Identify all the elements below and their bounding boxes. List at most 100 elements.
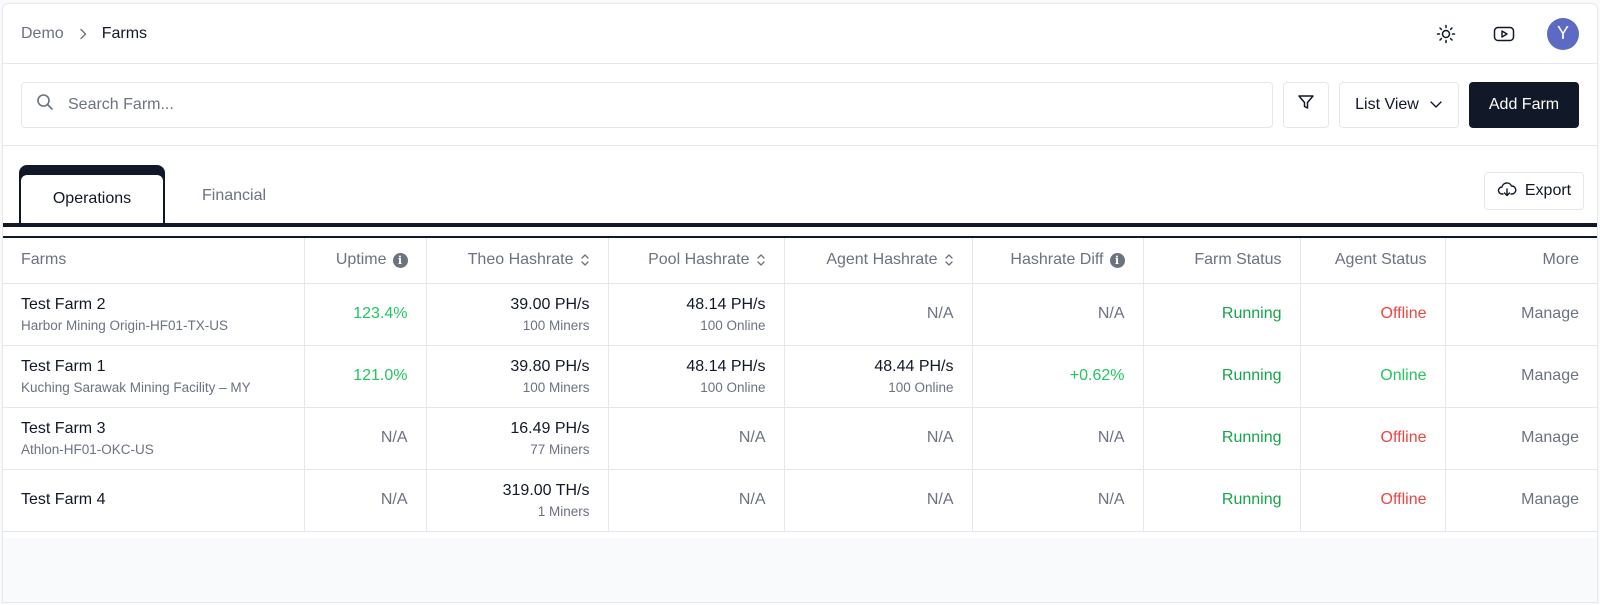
theo-value: 39.80 PH/s — [510, 357, 590, 375]
farm-status-cell: Running — [1143, 407, 1301, 470]
cloud-download-icon — [1497, 181, 1517, 202]
search-box — [21, 81, 1273, 128]
theo-miners: 77 Miners — [530, 441, 590, 457]
header-uptime: Uptime i — [304, 238, 427, 284]
tab-divider-thin — [3, 236, 1597, 238]
diff-cell: N/A — [972, 469, 1144, 532]
manage-link[interactable]: Manage — [1445, 469, 1597, 532]
agent-online: 100 Online — [888, 379, 954, 395]
search-input[interactable] — [68, 95, 1258, 114]
pool-online: 100 Online — [700, 317, 766, 333]
theo-value: 319.00 TH/s — [502, 481, 590, 499]
agent-cell: N/A — [784, 469, 973, 532]
uptime-cell: 123.4% — [304, 283, 427, 346]
manage-link[interactable]: Manage — [1445, 283, 1597, 346]
pool-value: 48.14 PH/s — [686, 357, 766, 375]
sun-icon[interactable] — [1431, 19, 1461, 49]
theo-cell: 39.00 PH/s 100 Miners — [426, 283, 609, 346]
tab-financial[interactable]: Financial — [201, 187, 267, 204]
theo-value: 39.00 PH/s — [510, 295, 590, 313]
farm-status-cell: Running — [1143, 469, 1301, 532]
avatar[interactable]: Y — [1547, 17, 1579, 50]
table-row[interactable]: Test Farm 4 N/A 319.00 TH/s 1 Miners N/A… — [3, 469, 1597, 532]
sort-icon — [756, 254, 765, 266]
view-mode-label: List View — [1355, 95, 1419, 113]
header-diff-label: Hashrate Diff — [1010, 251, 1104, 269]
theo-value: 16.49 PH/s — [510, 419, 590, 437]
chevron-right-icon — [78, 28, 88, 40]
pool-cell: 48.14 PH/s 100 Online — [608, 345, 785, 408]
farm-status-cell: Running — [1143, 345, 1301, 408]
manage-link[interactable]: Manage — [1445, 407, 1597, 470]
table-row[interactable]: Test Farm 2 Harbor Mining Origin-HF01-TX… — [3, 283, 1597, 346]
diff-cell: N/A — [972, 407, 1144, 470]
agent-status-cell: Offline — [1300, 469, 1446, 532]
uptime-cell: 121.0% — [304, 345, 427, 408]
header-agent-hashrate[interactable]: Agent Hashrate — [784, 238, 973, 284]
manage-link[interactable]: Manage — [1445, 345, 1597, 408]
breadcrumb-current: Farms — [101, 24, 148, 42]
diff-cell: N/A — [972, 283, 1144, 346]
add-farm-button[interactable]: Add Farm — [1469, 81, 1579, 128]
view-mode-select[interactable]: List View — [1339, 81, 1459, 128]
pool-cell: N/A — [608, 407, 785, 470]
breadcrumb-root[interactable]: Demo — [21, 24, 64, 42]
search-icon — [36, 93, 54, 116]
header-farms: Farms — [3, 238, 305, 284]
farm-name[interactable]: Test Farm 4 — [21, 491, 106, 508]
farm-status-cell: Running — [1143, 283, 1301, 346]
filter-button[interactable] — [1283, 81, 1329, 128]
table-row[interactable]: Test Farm 1 Kuching Sarawak Mining Facil… — [3, 345, 1597, 408]
header-pool-hashrate[interactable]: Pool Hashrate — [608, 238, 785, 284]
theo-miners: 1 Miners — [537, 503, 590, 519]
pool-cell: N/A — [608, 469, 785, 532]
sort-icon — [580, 254, 589, 266]
uptime-cell: N/A — [304, 407, 427, 470]
uptime-cell: N/A — [304, 469, 427, 532]
farm-name[interactable]: Test Farm 3 — [21, 419, 106, 437]
agent-status-cell: Offline — [1300, 407, 1446, 470]
theo-cell: 319.00 TH/s 1 Miners — [426, 469, 609, 532]
header-hashrate-diff: Hashrate Diff i — [972, 238, 1144, 284]
export-label: Export — [1524, 182, 1572, 199]
theo-miners: 100 Miners — [522, 317, 590, 333]
agent-cell: N/A — [784, 407, 973, 470]
farm-cell: Test Farm 1 Kuching Sarawak Mining Facil… — [3, 345, 305, 408]
breadcrumb: Demo Farms — [21, 25, 147, 43]
theo-cell: 16.49 PH/s 77 Miners — [426, 407, 609, 470]
header-agent-label: Agent Hashrate — [826, 251, 938, 269]
header-more: More — [1445, 238, 1597, 284]
info-icon[interactable]: i — [392, 252, 408, 268]
table-row[interactable]: Test Farm 3 Athlon-HF01-OKC-US N/A 16.49… — [3, 407, 1597, 470]
header-theo-hashrate[interactable]: Theo Hashrate — [426, 238, 609, 284]
sort-icon — [944, 254, 953, 266]
farm-cell: Test Farm 3 Athlon-HF01-OKC-US — [3, 407, 305, 470]
youtube-icon[interactable] — [1489, 19, 1519, 49]
header-theo-label: Theo Hashrate — [467, 251, 574, 269]
table-empty-area — [3, 538, 1597, 602]
tab-operations[interactable]: Operations — [19, 165, 165, 223]
agent-cell: N/A — [784, 283, 973, 346]
export-button[interactable]: Export — [1484, 172, 1584, 210]
agent-status-cell: Offline — [1300, 283, 1446, 346]
info-icon[interactable]: i — [1109, 252, 1125, 268]
pool-online: 100 Online — [700, 379, 766, 395]
filter-icon — [1297, 93, 1315, 116]
farm-cell: Test Farm 4 — [3, 469, 305, 532]
tabs-row: Operations Financial Export — [3, 146, 1597, 238]
header-pool-label: Pool Hashrate — [648, 251, 750, 269]
farm-cell: Test Farm 2 Harbor Mining Origin-HF01-TX… — [3, 283, 305, 346]
farm-name[interactable]: Test Farm 2 — [21, 295, 106, 313]
app-frame: Demo Farms Y — [2, 3, 1598, 603]
header-uptime-label: Uptime — [335, 251, 387, 269]
chevron-down-icon — [1429, 96, 1443, 114]
agent-cell: 48.44 PH/s 100 Online — [784, 345, 973, 408]
theo-cell: 39.80 PH/s 100 Miners — [426, 345, 609, 408]
pool-value: 48.14 PH/s — [686, 295, 766, 313]
header-agent-status: Agent Status — [1300, 238, 1446, 284]
pool-cell: 48.14 PH/s 100 Online — [608, 283, 785, 346]
farm-name[interactable]: Test Farm 1 — [21, 357, 106, 375]
table-header-row: Farms Uptime i Theo Hashrate Pool Hashrat… — [3, 238, 1597, 284]
farms-table: Farms Uptime i Theo Hashrate Pool Hashrat… — [3, 238, 1597, 532]
farm-location: Athlon-HF01-OKC-US — [21, 441, 154, 457]
